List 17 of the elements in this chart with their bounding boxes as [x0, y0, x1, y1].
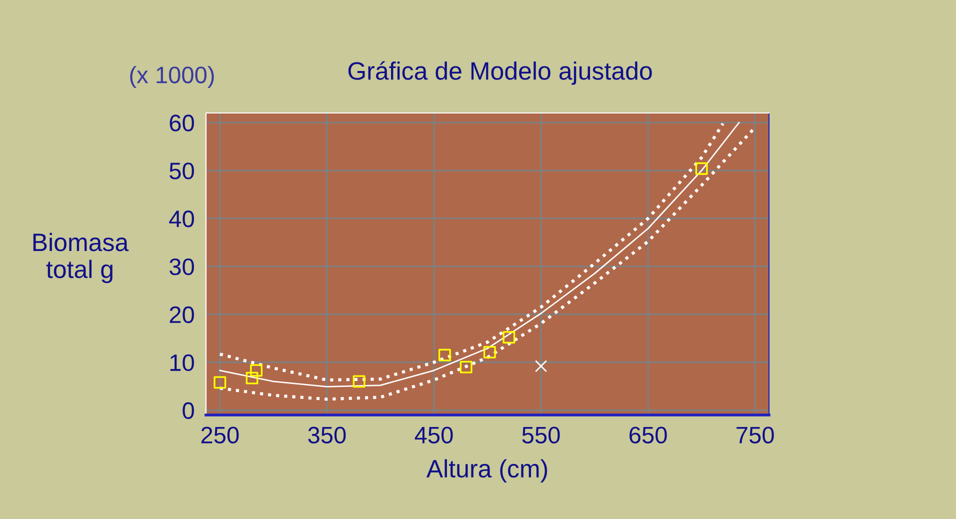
- y-tick-label: 10: [170, 354, 194, 372]
- x-tick-label: 650: [630, 426, 667, 444]
- y-tick-label: 0: [182, 402, 194, 419]
- y-tick-label: 50: [170, 162, 194, 180]
- x-tick-label: 350: [308, 426, 346, 444]
- x-tick-label: 250: [201, 426, 239, 444]
- y-tick-label: 20: [170, 306, 194, 324]
- x-tick-label: 450: [414, 426, 453, 444]
- y-tick-label: 60: [170, 114, 194, 132]
- x-axis-title: Altura (cm): [426, 459, 548, 483]
- y-tick-label: 40: [169, 210, 194, 228]
- text: (x 1000): [130, 66, 214, 88]
- x-tick-label: 750: [736, 426, 774, 444]
- x-tick-label: 550: [522, 426, 560, 444]
- chart-title: Gráfica de Modelo ajustado: [348, 61, 652, 85]
- y-tick-label: 30: [170, 258, 194, 276]
- y-axis-title: Biomasa total g: [33, 232, 129, 284]
